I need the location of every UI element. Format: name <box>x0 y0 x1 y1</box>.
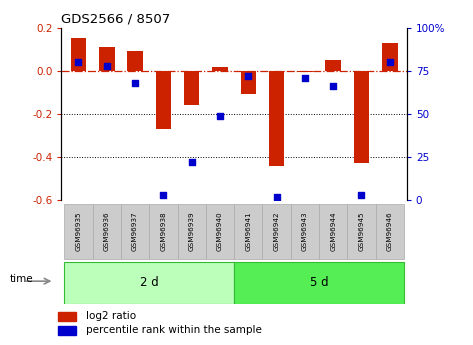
FancyBboxPatch shape <box>234 262 404 304</box>
FancyBboxPatch shape <box>149 204 177 259</box>
Bar <box>212 68 228 71</box>
Text: GDS2566 / 8507: GDS2566 / 8507 <box>61 12 171 25</box>
Text: GSM96939: GSM96939 <box>189 211 195 251</box>
FancyBboxPatch shape <box>93 204 121 259</box>
Point <box>273 194 280 199</box>
FancyBboxPatch shape <box>234 204 263 259</box>
Text: GSM96945: GSM96945 <box>359 211 365 251</box>
Text: GSM96941: GSM96941 <box>245 211 251 251</box>
Text: log2 ratio: log2 ratio <box>86 311 136 321</box>
Bar <box>297 71 313 72</box>
Text: GSM96944: GSM96944 <box>330 211 336 251</box>
Text: GSM96936: GSM96936 <box>104 211 110 251</box>
Point <box>329 83 337 89</box>
FancyBboxPatch shape <box>347 204 376 259</box>
Bar <box>58 326 76 335</box>
Bar <box>99 47 114 71</box>
Text: GSM96937: GSM96937 <box>132 211 138 251</box>
Bar <box>240 71 256 95</box>
Point <box>103 63 111 68</box>
Bar <box>269 71 284 166</box>
Bar <box>156 71 171 129</box>
Point <box>159 192 167 198</box>
Bar <box>127 51 143 71</box>
Bar <box>354 71 369 164</box>
FancyBboxPatch shape <box>64 204 93 259</box>
Bar <box>58 312 76 321</box>
FancyBboxPatch shape <box>206 204 234 259</box>
FancyBboxPatch shape <box>263 204 291 259</box>
Point <box>188 159 195 165</box>
Point <box>301 75 309 80</box>
Bar <box>382 43 398 71</box>
Text: GSM96943: GSM96943 <box>302 211 308 251</box>
Point <box>131 80 139 86</box>
Text: GSM96935: GSM96935 <box>76 211 81 251</box>
Text: GSM96946: GSM96946 <box>387 211 393 251</box>
FancyBboxPatch shape <box>376 204 404 259</box>
Point <box>358 192 365 198</box>
Bar <box>70 38 86 71</box>
Bar <box>325 60 341 71</box>
Point <box>386 59 394 65</box>
FancyBboxPatch shape <box>177 204 206 259</box>
FancyBboxPatch shape <box>291 204 319 259</box>
FancyBboxPatch shape <box>64 262 234 304</box>
Text: percentile rank within the sample: percentile rank within the sample <box>86 325 262 335</box>
Point <box>245 73 252 79</box>
Text: time: time <box>9 275 33 284</box>
Text: 5 d: 5 d <box>310 276 328 289</box>
Point <box>75 59 82 65</box>
Text: GSM96938: GSM96938 <box>160 211 166 251</box>
Text: GSM96942: GSM96942 <box>273 211 280 251</box>
Text: GSM96940: GSM96940 <box>217 211 223 251</box>
Bar <box>184 71 200 105</box>
FancyBboxPatch shape <box>319 204 347 259</box>
Point <box>216 113 224 118</box>
Text: 2 d: 2 d <box>140 276 158 289</box>
FancyBboxPatch shape <box>121 204 149 259</box>
